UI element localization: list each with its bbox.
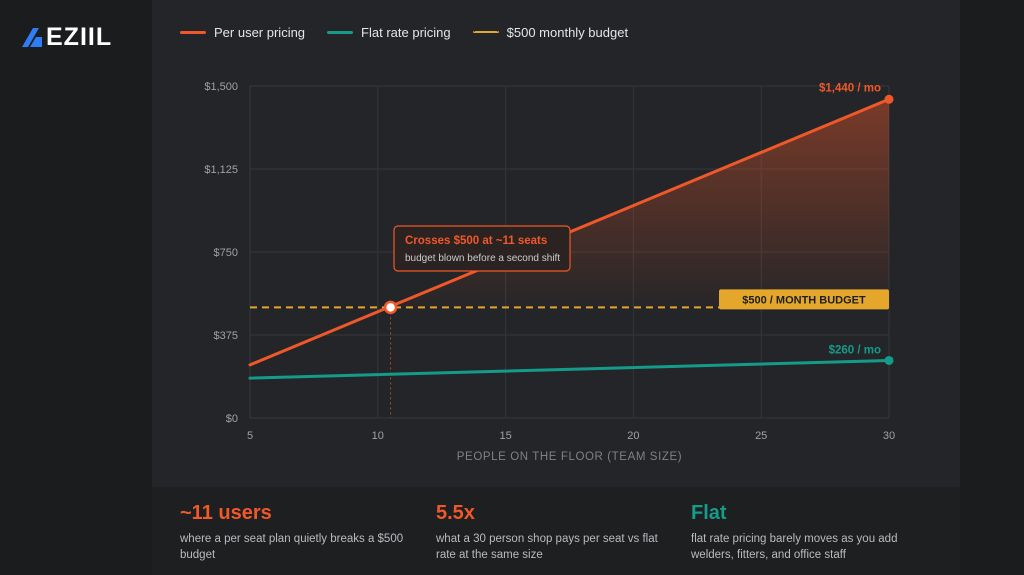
chart-legend: Per user pricing Flat rate pricing $500 … <box>180 22 628 42</box>
y-tick-label: $0 <box>226 413 238 425</box>
x-tick-label: 30 <box>883 430 895 442</box>
y-tick-label: $375 <box>214 330 238 342</box>
legend-item-flat: Flat rate pricing <box>327 25 451 40</box>
crossover-callout <box>393 225 571 272</box>
stat-multiplier-desc: what a 30 person shop pays per seat vs f… <box>436 533 658 561</box>
brand-logo: EZIIL <box>20 24 112 50</box>
stat-multiplier-value: 5.5x <box>436 502 475 524</box>
budget-badge-label: $500 / MONTH BUDGET <box>742 294 866 306</box>
flat-rate-end-label: $260 / mo <box>829 344 881 356</box>
stat-crossover-desc: where a per seat plan quietly breaks a $… <box>180 533 404 561</box>
x-tick-label: 20 <box>627 430 639 442</box>
per-user-end-point <box>884 94 894 104</box>
crossover-point <box>383 300 398 315</box>
stat-crossover: ~11 users where a per seat plan quietly … <box>180 501 420 563</box>
crossover-callout-title: Crosses $500 at ~11 seats <box>405 235 547 247</box>
stats-bar: ~11 users where a per seat plan quietly … <box>152 487 960 575</box>
legend-label-budget: $500 monthly budget <box>506 24 629 40</box>
budget-badge <box>719 289 889 310</box>
brand-name: EZIIL <box>46 23 113 51</box>
x-tick-label: 25 <box>755 430 767 442</box>
x-axis-title: PEOPLE ON THE FLOOR (TEAM SIZE) <box>457 451 682 463</box>
y-tick-label: $1,500 <box>204 81 238 93</box>
flat-rate-line <box>248 358 891 380</box>
legend-label-flat: Flat rate pricing <box>361 24 451 40</box>
stat-flat-value: Flat <box>691 502 727 524</box>
crossover-callout-subtitle: budget blown before a second shift <box>405 253 560 264</box>
legend-swatch-budget <box>472 31 499 33</box>
legend-label-per-user: Per user pricing <box>214 24 306 40</box>
legend-item-budget: $500 monthly budget <box>472 24 629 40</box>
y-tick-label: $1,125 <box>204 164 238 176</box>
x-tick-label: 5 <box>247 430 253 442</box>
stat-crossover-value: ~11 users <box>180 502 272 524</box>
legend-swatch-per-user <box>180 30 206 34</box>
stat-flat: Flat flat rate pricing barely moves as y… <box>691 501 931 563</box>
eziil-logo-icon <box>22 28 42 47</box>
x-tick-label: 10 <box>372 430 384 442</box>
x-tick-label: 15 <box>499 430 511 442</box>
stat-multiplier: 5.5x what a 30 person shop pays per seat… <box>436 501 676 563</box>
flat-rate-end-point <box>884 355 894 365</box>
y-tick-label: $750 <box>214 247 238 259</box>
legend-item-per-user: Per user pricing <box>180 25 305 40</box>
legend-swatch-flat <box>327 30 354 34</box>
per-user-end-label: $1,440 / mo <box>819 82 881 94</box>
stat-flat-desc: flat rate pricing barely moves as you ad… <box>691 533 898 561</box>
